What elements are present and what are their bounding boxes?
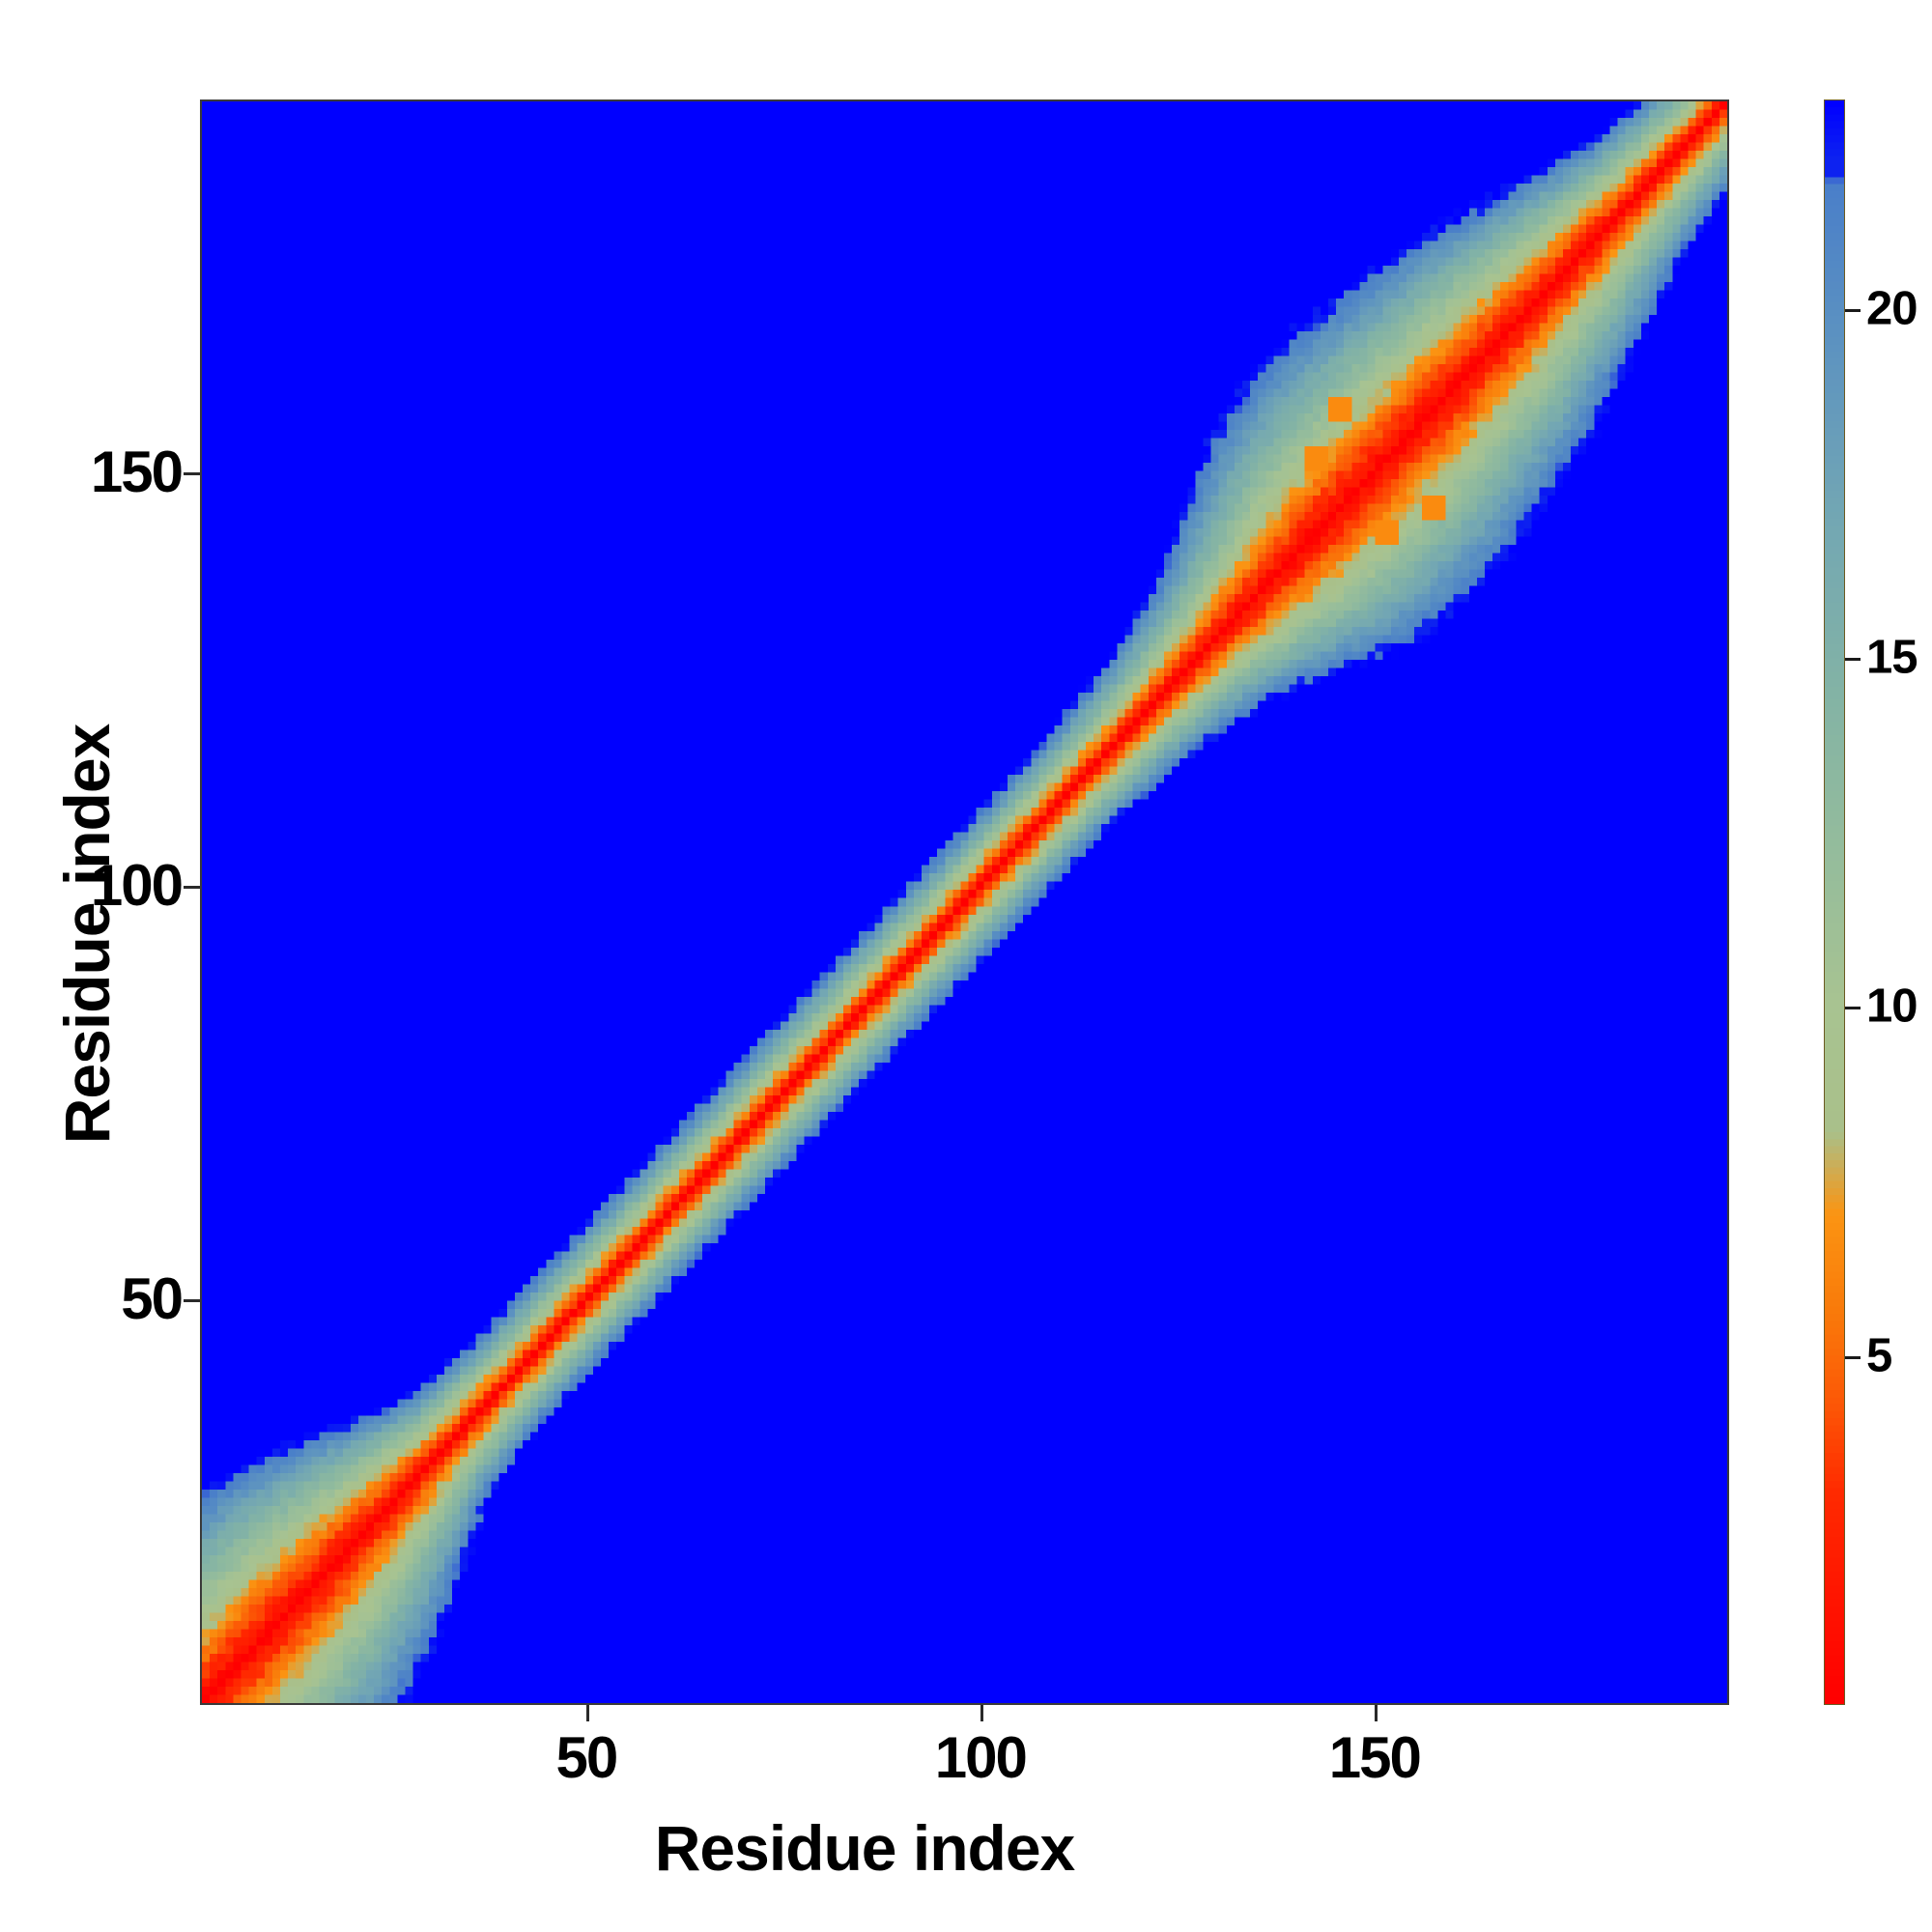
y-axis-tick-50	[184, 1299, 200, 1303]
y-axis-tick-label-50: 50	[121, 1266, 184, 1332]
x-axis-tick-100	[980, 1705, 983, 1721]
x-axis-tick-50	[585, 1705, 589, 1721]
distance-matrix-heatmap	[202, 101, 1727, 1703]
y-axis-title: Residue index	[51, 724, 123, 1145]
y-axis-tick-150	[184, 471, 200, 475]
x-axis-tick-label-100: 100	[934, 1725, 1028, 1790]
colorbar-tick-label-15: 15	[1866, 631, 1918, 684]
heatmap-plot-area	[200, 99, 1729, 1705]
colorbar-tick-label-10: 10	[1866, 980, 1918, 1033]
colorbar-tick-5	[1845, 1355, 1861, 1359]
colorbar-tick-20	[1845, 308, 1861, 312]
x-axis-tick-label-50: 50	[555, 1725, 618, 1790]
colorbar-tick-10	[1845, 1007, 1861, 1010]
colorbar-tick-label-5: 5	[1866, 1329, 1892, 1382]
colorbar	[1824, 99, 1845, 1705]
x-axis-tick-150	[1374, 1705, 1378, 1721]
y-axis-tick-label-100: 100	[90, 852, 184, 918]
colorbar-gradient	[1825, 100, 1844, 1704]
colorbar-tick-15	[1845, 658, 1861, 662]
x-axis-tick-label-150: 150	[1328, 1725, 1422, 1790]
y-axis-tick-label-150: 150	[90, 439, 184, 504]
x-axis-title: Residue index	[654, 1812, 1075, 1884]
y-axis-tick-100	[184, 885, 200, 889]
colorbar-tick-label-20: 20	[1866, 282, 1918, 335]
